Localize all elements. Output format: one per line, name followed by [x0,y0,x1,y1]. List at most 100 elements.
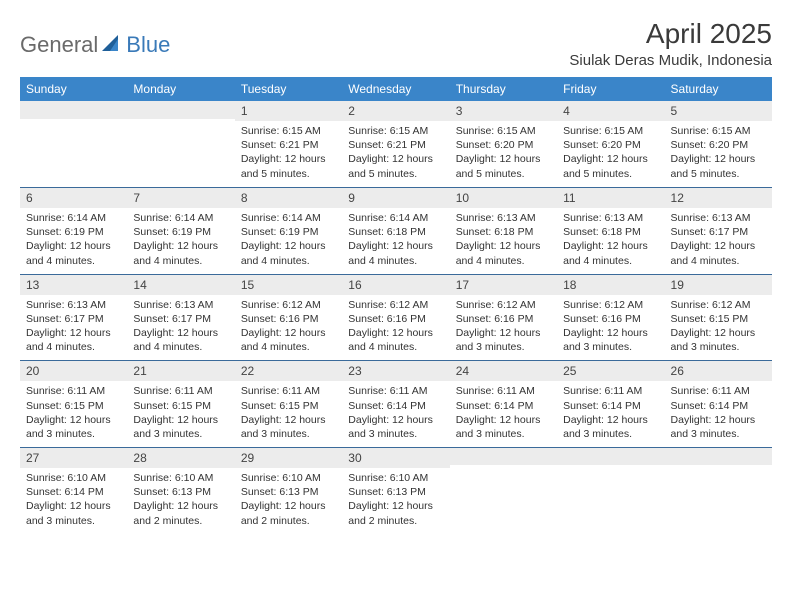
daylight-text: Daylight: 12 hours and 3 minutes. [456,326,551,354]
calendar-day-cell: 23Sunrise: 6:11 AMSunset: 6:14 PMDayligh… [342,360,449,447]
calendar-day-cell: 20Sunrise: 6:11 AMSunset: 6:15 PMDayligh… [20,360,127,447]
day-content: Sunrise: 6:11 AMSunset: 6:14 PMDaylight:… [342,381,449,447]
location: Siulak Deras Mudik, Indonesia [569,52,772,69]
calendar-day-cell: 2Sunrise: 6:15 AMSunset: 6:21 PMDaylight… [342,101,449,187]
sunset-text: Sunset: 6:17 PM [133,312,228,326]
calendar-day-cell: 16Sunrise: 6:12 AMSunset: 6:16 PMDayligh… [342,274,449,361]
daylight-text: Daylight: 12 hours and 3 minutes. [563,413,658,441]
calendar-day-cell: 26Sunrise: 6:11 AMSunset: 6:14 PMDayligh… [665,360,772,447]
weekday-header: Tuesday [235,77,342,101]
calendar-week-row: 27Sunrise: 6:10 AMSunset: 6:14 PMDayligh… [20,447,772,534]
sunset-text: Sunset: 6:19 PM [26,225,121,239]
weekday-header: Thursday [450,77,557,101]
daylight-text: Daylight: 12 hours and 3 minutes. [456,413,551,441]
daylight-text: Daylight: 12 hours and 4 minutes. [133,239,228,267]
day-content: Sunrise: 6:11 AMSunset: 6:14 PMDaylight:… [665,381,772,447]
daylight-text: Daylight: 12 hours and 4 minutes. [26,326,121,354]
calendar-day-cell: 30Sunrise: 6:10 AMSunset: 6:13 PMDayligh… [342,447,449,534]
day-content [127,119,234,128]
calendar-day-cell: 13Sunrise: 6:13 AMSunset: 6:17 PMDayligh… [20,274,127,361]
sunrise-text: Sunrise: 6:15 AM [456,124,551,138]
calendar-day-cell: 10Sunrise: 6:13 AMSunset: 6:18 PMDayligh… [450,187,557,274]
sunrise-text: Sunrise: 6:12 AM [241,298,336,312]
sunset-text: Sunset: 6:20 PM [456,138,551,152]
day-content: Sunrise: 6:11 AMSunset: 6:15 PMDaylight:… [235,381,342,447]
sunset-text: Sunset: 6:14 PM [456,399,551,413]
calendar-day-cell: 6Sunrise: 6:14 AMSunset: 6:19 PMDaylight… [20,187,127,274]
daylight-text: Daylight: 12 hours and 5 minutes. [348,152,443,180]
logo: General Blue [20,18,170,58]
day-content: Sunrise: 6:13 AMSunset: 6:17 PMDaylight:… [127,295,234,361]
sunset-text: Sunset: 6:18 PM [456,225,551,239]
weekday-header: Monday [127,77,234,101]
sunrise-text: Sunrise: 6:15 AM [563,124,658,138]
day-number: 26 [665,360,772,381]
day-number: 2 [342,101,449,121]
sunset-text: Sunset: 6:13 PM [348,485,443,499]
sunset-text: Sunset: 6:14 PM [671,399,766,413]
day-content: Sunrise: 6:15 AMSunset: 6:21 PMDaylight:… [342,121,449,187]
sunset-text: Sunset: 6:15 PM [671,312,766,326]
calendar-day-cell: 5Sunrise: 6:15 AMSunset: 6:20 PMDaylight… [665,101,772,187]
sunrise-text: Sunrise: 6:11 AM [348,384,443,398]
daylight-text: Daylight: 12 hours and 4 minutes. [241,239,336,267]
day-content: Sunrise: 6:11 AMSunset: 6:14 PMDaylight:… [557,381,664,447]
calendar-day-cell: 15Sunrise: 6:12 AMSunset: 6:16 PMDayligh… [235,274,342,361]
sunrise-text: Sunrise: 6:10 AM [348,471,443,485]
sunrise-text: Sunrise: 6:14 AM [241,211,336,225]
day-content: Sunrise: 6:14 AMSunset: 6:19 PMDaylight:… [235,208,342,274]
daylight-text: Daylight: 12 hours and 3 minutes. [26,499,121,527]
calendar-day-cell: 24Sunrise: 6:11 AMSunset: 6:14 PMDayligh… [450,360,557,447]
day-content: Sunrise: 6:10 AMSunset: 6:13 PMDaylight:… [235,468,342,534]
day-number: 9 [342,187,449,208]
daylight-text: Daylight: 12 hours and 2 minutes. [348,499,443,527]
day-number: 28 [127,447,234,468]
sunrise-text: Sunrise: 6:12 AM [563,298,658,312]
calendar-day-cell: 1Sunrise: 6:15 AMSunset: 6:21 PMDaylight… [235,101,342,187]
logo-text-blue: Blue [126,32,170,58]
day-number: 3 [450,101,557,121]
calendar-day-cell: 18Sunrise: 6:12 AMSunset: 6:16 PMDayligh… [557,274,664,361]
daylight-text: Daylight: 12 hours and 4 minutes. [671,239,766,267]
calendar-day-cell: 7Sunrise: 6:14 AMSunset: 6:19 PMDaylight… [127,187,234,274]
daylight-text: Daylight: 12 hours and 3 minutes. [241,413,336,441]
day-number: 22 [235,360,342,381]
sunrise-text: Sunrise: 6:10 AM [26,471,121,485]
sunrise-text: Sunrise: 6:14 AM [348,211,443,225]
day-number: 10 [450,187,557,208]
calendar-day-cell: 21Sunrise: 6:11 AMSunset: 6:15 PMDayligh… [127,360,234,447]
day-number [127,101,234,119]
daylight-text: Daylight: 12 hours and 4 minutes. [348,326,443,354]
day-content: Sunrise: 6:15 AMSunset: 6:20 PMDaylight:… [557,121,664,187]
day-content [450,465,557,474]
day-number: 1 [235,101,342,121]
sunrise-text: Sunrise: 6:11 AM [671,384,766,398]
day-number [665,447,772,465]
daylight-text: Daylight: 12 hours and 2 minutes. [133,499,228,527]
calendar-day-cell [127,101,234,187]
calendar-day-cell [557,447,664,534]
day-number: 27 [20,447,127,468]
day-number: 8 [235,187,342,208]
sunrise-text: Sunrise: 6:13 AM [133,298,228,312]
day-number: 18 [557,274,664,295]
day-number: 24 [450,360,557,381]
calendar-day-cell: 17Sunrise: 6:12 AMSunset: 6:16 PMDayligh… [450,274,557,361]
weekday-header: Sunday [20,77,127,101]
calendar-week-row: 13Sunrise: 6:13 AMSunset: 6:17 PMDayligh… [20,274,772,361]
sunset-text: Sunset: 6:13 PM [133,485,228,499]
calendar-day-cell: 8Sunrise: 6:14 AMSunset: 6:19 PMDaylight… [235,187,342,274]
sunset-text: Sunset: 6:14 PM [348,399,443,413]
day-content: Sunrise: 6:11 AMSunset: 6:15 PMDaylight:… [20,381,127,447]
day-content: Sunrise: 6:10 AMSunset: 6:14 PMDaylight:… [20,468,127,534]
day-number [557,447,664,465]
sunset-text: Sunset: 6:17 PM [671,225,766,239]
calendar-day-cell: 3Sunrise: 6:15 AMSunset: 6:20 PMDaylight… [450,101,557,187]
header: General Blue April 2025 Siulak Deras Mud… [20,18,772,69]
day-content: Sunrise: 6:15 AMSunset: 6:21 PMDaylight:… [235,121,342,187]
day-number [20,101,127,119]
daylight-text: Daylight: 12 hours and 4 minutes. [348,239,443,267]
day-number: 13 [20,274,127,295]
sunrise-text: Sunrise: 6:14 AM [133,211,228,225]
daylight-text: Daylight: 12 hours and 4 minutes. [456,239,551,267]
